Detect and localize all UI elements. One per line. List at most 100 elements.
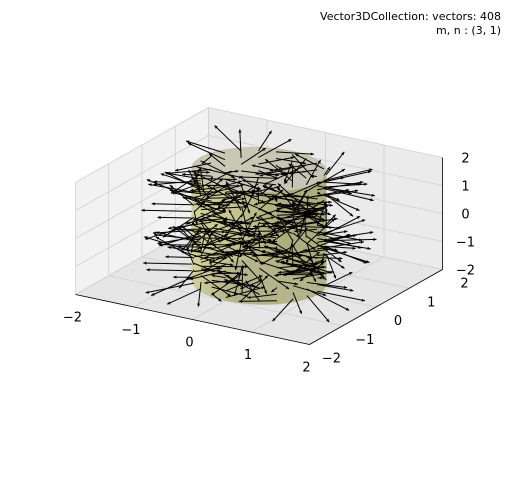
arrow-shaft bbox=[171, 192, 212, 202]
arrow-shaft bbox=[169, 189, 212, 196]
arrow-shaft bbox=[323, 168, 373, 181]
y-tick-label: −1 bbox=[355, 333, 374, 348]
y-axis-line bbox=[309, 269, 443, 345]
arrow-shaft bbox=[306, 282, 348, 289]
arrow-head bbox=[269, 168, 273, 172]
arrow-head bbox=[165, 172, 169, 175]
arrow-shaft bbox=[257, 234, 278, 240]
arrow-head bbox=[240, 242, 244, 246]
arrow-shaft bbox=[208, 219, 243, 229]
arrow-head bbox=[358, 238, 363, 242]
vector-arrow bbox=[306, 229, 352, 245]
arrow-head bbox=[326, 318, 330, 323]
vector-arrow bbox=[325, 151, 345, 176]
arrow-shaft bbox=[326, 246, 367, 264]
arrow-head bbox=[279, 189, 284, 193]
arrow-head bbox=[307, 263, 311, 267]
vector-arrow bbox=[241, 207, 250, 235]
arrow-shaft bbox=[292, 285, 327, 296]
arrow-head bbox=[235, 169, 239, 173]
annotation-mode: m, n : (3, 1) bbox=[436, 24, 501, 37]
vector-arrow bbox=[271, 217, 307, 243]
arrow-shaft bbox=[255, 194, 294, 201]
arrow-head bbox=[163, 234, 167, 238]
arrow-head bbox=[169, 189, 174, 193]
vector-arrow bbox=[194, 203, 230, 207]
vector-arrow bbox=[225, 181, 242, 211]
arrow-head bbox=[209, 153, 213, 157]
arrow-head bbox=[148, 183, 152, 187]
arrow-head bbox=[175, 168, 179, 172]
arrow-head bbox=[325, 204, 330, 208]
arrow-head bbox=[217, 205, 221, 209]
arrow-head bbox=[233, 177, 237, 181]
vector-arrow bbox=[193, 167, 201, 185]
vector-arrow bbox=[193, 165, 243, 179]
arrow-shaft bbox=[211, 286, 249, 297]
vector-arrow bbox=[193, 170, 233, 192]
vector-arrow bbox=[292, 204, 330, 221]
arrow-head bbox=[180, 250, 185, 254]
arrow-shaft bbox=[211, 190, 256, 197]
arrow-shaft bbox=[165, 256, 192, 258]
arrow-head bbox=[237, 271, 241, 275]
arrow-head bbox=[247, 222, 251, 226]
arrow-shaft bbox=[276, 221, 309, 225]
arrow-head bbox=[198, 219, 202, 223]
arrow-head bbox=[241, 197, 246, 201]
arrow-head bbox=[345, 307, 350, 311]
arrow-head bbox=[228, 171, 232, 174]
vector-arrow bbox=[224, 244, 259, 263]
y-tick-label: 0 bbox=[394, 314, 402, 329]
vector-arrow bbox=[294, 153, 325, 170]
arrow-head bbox=[264, 181, 268, 185]
arrow-head bbox=[157, 215, 161, 219]
arrow-head bbox=[234, 266, 238, 271]
arrow-head bbox=[186, 246, 190, 251]
arrow-shaft bbox=[182, 173, 212, 177]
arrow-head bbox=[217, 239, 221, 243]
vector-arrow bbox=[165, 255, 192, 259]
arrow-head bbox=[247, 240, 252, 244]
arrow-shaft bbox=[306, 295, 330, 323]
vector-arrow bbox=[171, 191, 212, 202]
arrow-head bbox=[232, 241, 237, 244]
arrow-head bbox=[252, 232, 256, 237]
arrow-head bbox=[334, 248, 338, 252]
arrow-head bbox=[167, 301, 171, 305]
vector-arrow bbox=[185, 211, 226, 225]
vector-arrow bbox=[326, 170, 372, 182]
vector-arrow bbox=[242, 245, 277, 249]
arrow-head bbox=[272, 317, 276, 322]
arrow-head bbox=[165, 255, 169, 259]
vector-arrow bbox=[182, 172, 212, 177]
arrow-head bbox=[209, 260, 213, 264]
arrow-shaft bbox=[276, 264, 311, 269]
annotation-vector-count: Vector3DCollection: vectors: 408 bbox=[320, 10, 501, 23]
vector-arrow bbox=[225, 190, 247, 194]
arrow-head bbox=[284, 180, 288, 184]
vector-arrow bbox=[197, 282, 202, 307]
arrow-head bbox=[276, 209, 280, 213]
arrow-head bbox=[244, 294, 248, 297]
arrow-head bbox=[151, 292, 155, 296]
arrow-shaft bbox=[211, 261, 234, 266]
vector-arrow bbox=[174, 162, 212, 172]
arrow-shaft bbox=[306, 229, 352, 245]
vector-arrow bbox=[258, 138, 292, 158]
vector-arrow bbox=[200, 265, 249, 269]
arrow-head bbox=[316, 252, 320, 256]
arrow-head bbox=[360, 240, 364, 244]
arrow-head bbox=[204, 281, 208, 285]
vector-arrow bbox=[252, 252, 294, 258]
arrow-head bbox=[338, 258, 342, 262]
arrow-shaft bbox=[241, 186, 281, 196]
arrow-head bbox=[276, 233, 280, 237]
arrow-head bbox=[258, 237, 262, 241]
vector-arrow bbox=[200, 222, 217, 248]
vector-arrow bbox=[323, 168, 373, 181]
arrow-head bbox=[262, 148, 266, 152]
grid-left-z bbox=[75, 107, 209, 183]
arrow-head bbox=[195, 221, 198, 225]
vector-arrow bbox=[297, 189, 308, 209]
